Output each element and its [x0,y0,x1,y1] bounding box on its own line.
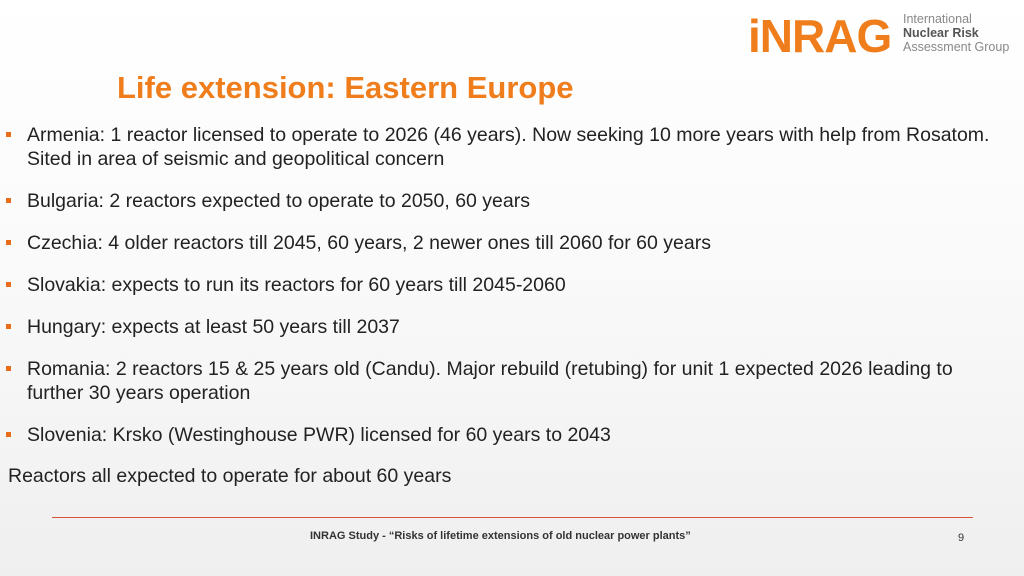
bullet-item: Slovakia: expects to run its reactors fo… [0,273,1000,297]
bullet-marker [6,366,11,371]
page-number: 9 [958,532,965,544]
logo-text: International Nuclear Risk Assessment Gr… [903,12,1009,54]
bullet-item: Hungary: expects at least 50 years till … [0,315,1000,339]
bullet-marker [6,432,11,437]
bullet-text: Bulgaria: 2 reactors expected to operate… [27,190,530,212]
bullet-list: Armenia: 1 reactor licensed to operate t… [0,123,1000,465]
bullet-item: Armenia: 1 reactor licensed to operate t… [0,123,1000,171]
bullet-item: Romania: 2 reactors 15 & 25 years old (C… [0,357,1000,405]
bullet-marker [6,198,11,203]
bullet-marker [6,132,11,137]
summary-text: Reactors all expected to operate for abo… [8,465,452,487]
bullet-item: Czechia: 4 older reactors till 2045, 60 … [0,231,1000,255]
logo-line-2: Nuclear Risk [903,26,979,40]
bullet-marker [6,282,11,287]
slide-title: Life extension: Eastern Europe [117,70,574,105]
bullet-text: Slovakia: expects to run its reactors fo… [27,274,566,296]
bullet-marker [6,324,11,329]
bullet-text: Czechia: 4 older reactors till 2045, 60 … [27,232,711,254]
bullet-item: Slovenia: Krsko (Westinghouse PWR) licen… [0,423,1000,447]
footer-citation: INRAG Study - “Risks of lifetime extensi… [310,530,691,542]
bullet-text: Armenia: 1 reactor licensed to operate t… [27,124,990,170]
bullet-text: Romania: 2 reactors 15 & 25 years old (C… [27,358,953,404]
logo-mark-text: iNRAG [748,10,892,62]
bullet-marker [6,240,11,245]
footer-divider [52,517,973,518]
bullet-text: Hungary: expects at least 50 years till … [27,316,400,338]
logo-line-1: International [903,12,972,26]
bullet-text: Slovenia: Krsko (Westinghouse PWR) licen… [27,424,611,446]
bullet-item: Bulgaria: 2 reactors expected to operate… [0,189,1000,213]
logo-mark: iNRAG [748,8,892,64]
logo-line-3: Assessment Group [903,40,1010,54]
inrag-logo: iNRAG International Nuclear Risk Assessm… [748,8,1018,64]
